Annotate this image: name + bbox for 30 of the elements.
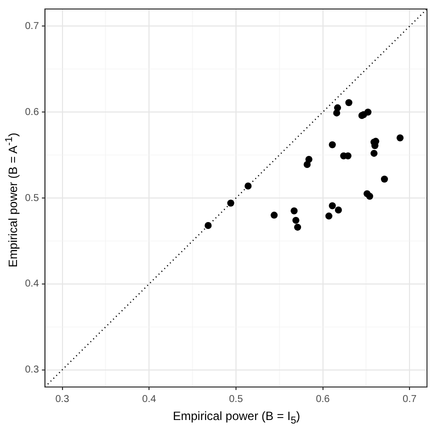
point: [380, 176, 388, 183]
point: [396, 134, 404, 142]
x-axis-title: Empirical power (B = I$_{5}$): [172, 408, 302, 426]
point: [345, 99, 352, 106]
y-tick-label: 0.3: [24, 364, 40, 376]
point: [364, 108, 372, 116]
x-tick-label: 0.3: [55, 394, 70, 405]
point: [290, 207, 298, 214]
y-tick-label: 0.4: [24, 278, 40, 290]
y-tick-label: 0.5: [24, 192, 40, 204]
point: [328, 141, 336, 148]
point: [292, 216, 300, 224]
point: [328, 202, 336, 210]
y-tick-label: 0.6: [24, 106, 40, 118]
point: [325, 212, 332, 220]
point: [244, 182, 252, 190]
point: [227, 200, 234, 207]
x-tick-label: 0.5: [229, 394, 244, 405]
point: [366, 192, 374, 200]
point: [270, 212, 278, 219]
point: [204, 222, 212, 229]
point: [370, 150, 378, 157]
y-tick-label: 0.7: [24, 20, 40, 32]
x-tick-label: 0.6: [316, 394, 330, 405]
x-tick-label: 0.7: [402, 394, 418, 405]
x-tick-label: 0.4: [142, 394, 156, 405]
point: [334, 104, 342, 112]
point: [294, 224, 302, 231]
point: [334, 206, 342, 214]
point: [305, 156, 312, 163]
